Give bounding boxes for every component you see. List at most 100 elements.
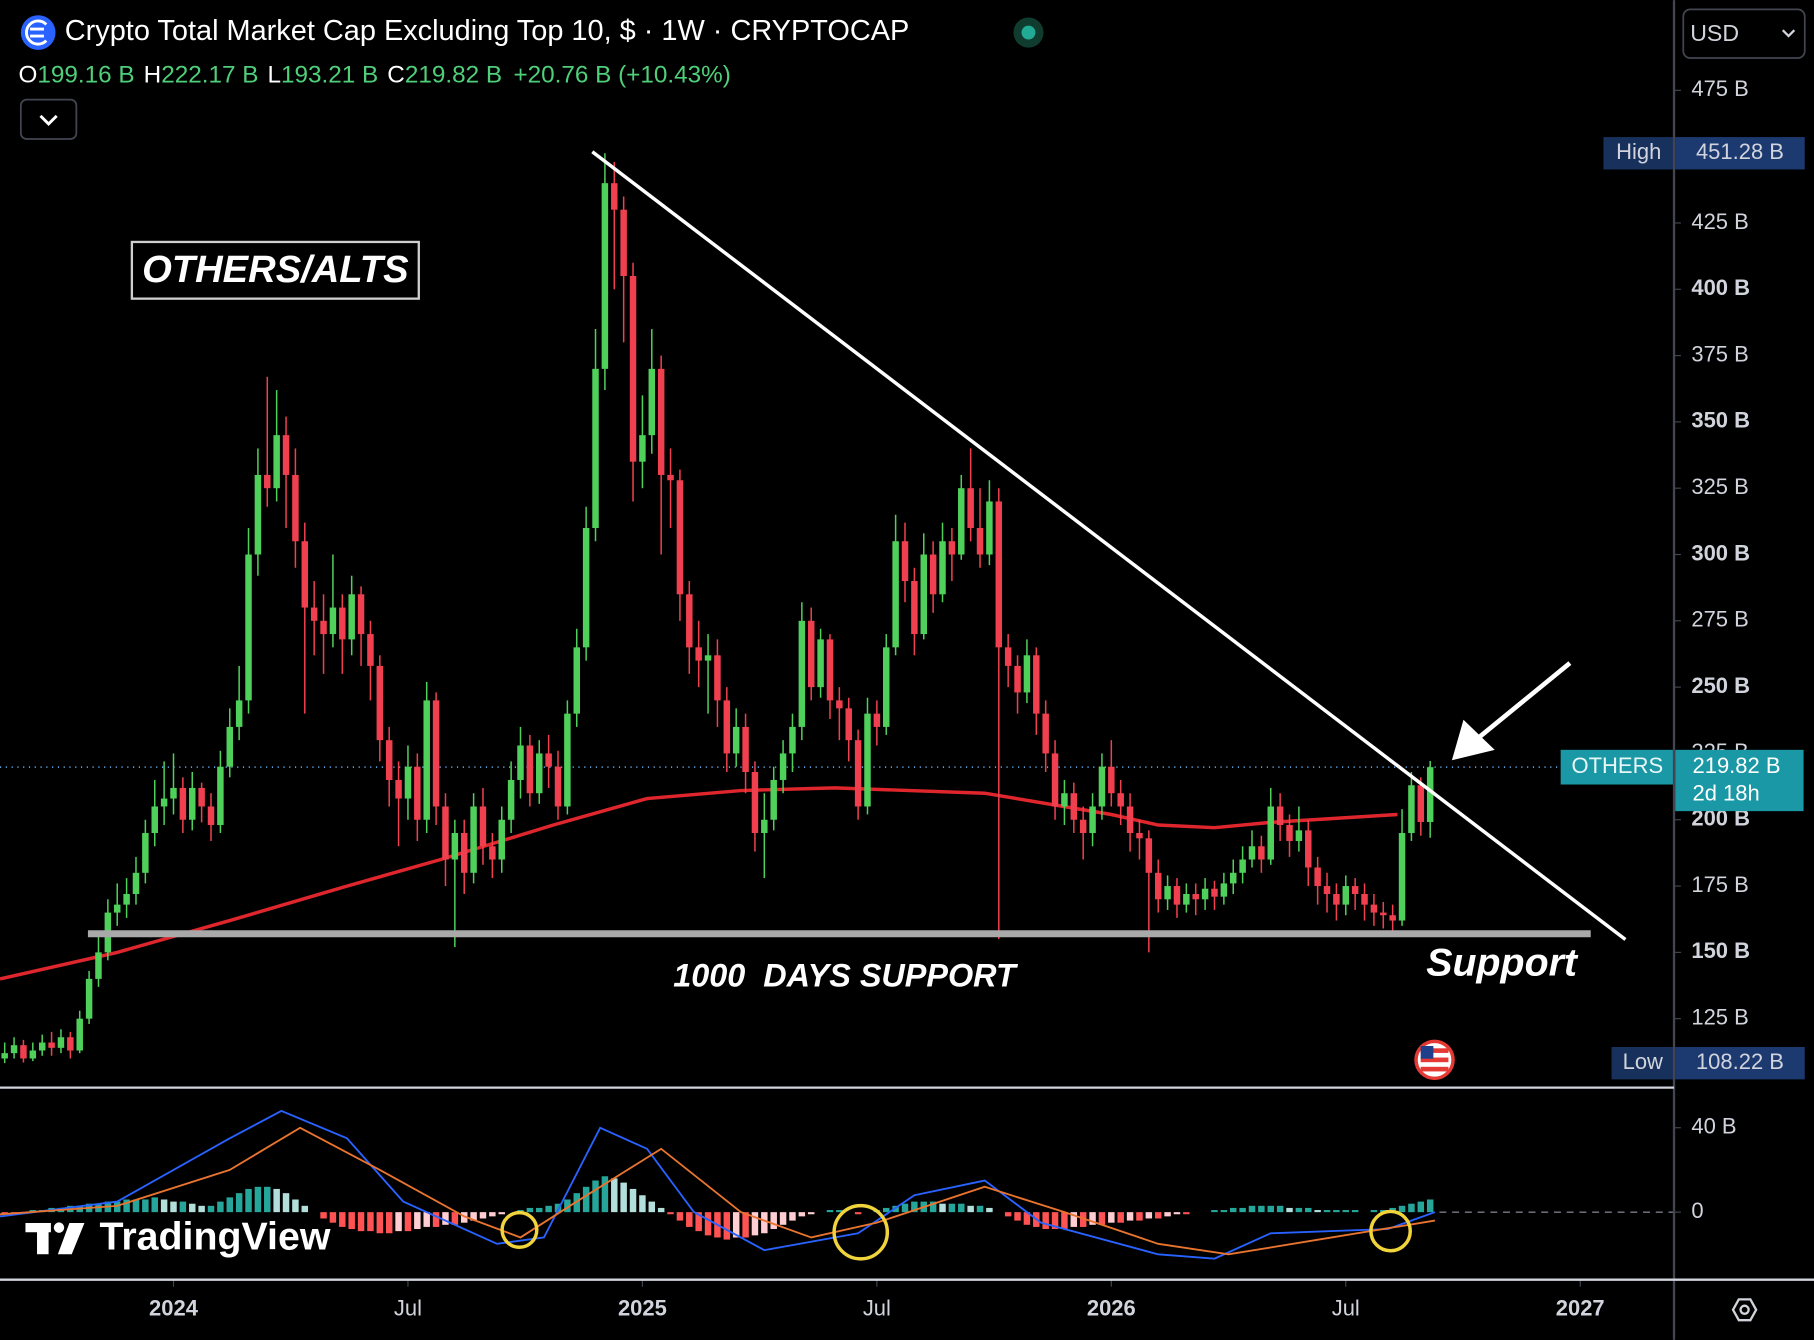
- macd-histogram-bar: [1295, 1207, 1303, 1213]
- macd-histogram-bar: [113, 1201, 121, 1213]
- last-label: OTHERS: [1572, 753, 1664, 778]
- y-tick-label: 175 B: [1691, 872, 1748, 897]
- candle-body: [179, 787, 187, 820]
- macd-histogram-bar: [1089, 1212, 1096, 1225]
- candle-body: [348, 594, 355, 640]
- macd-histogram-bar: [282, 1193, 290, 1213]
- ohlc-label: H: [144, 62, 162, 89]
- candle-body: [1267, 806, 1274, 860]
- ohlc-label: C: [387, 62, 405, 89]
- macd-histogram-bar: [1398, 1205, 1406, 1213]
- chart-title: Crypto Total Market Cap Excluding Top 10…: [65, 15, 910, 47]
- macd-histogram-bar: [732, 1212, 740, 1238]
- macd-histogram-bar: [1108, 1212, 1115, 1223]
- candle-body: [1014, 665, 1021, 693]
- highlight-circle: [500, 1210, 539, 1250]
- y-tick-label: 475 B: [1691, 76, 1748, 101]
- macd-histogram-bar: [1098, 1212, 1106, 1225]
- candle-body: [329, 607, 337, 635]
- macd-histogram-bar: [639, 1195, 646, 1213]
- candle-body: [620, 209, 627, 277]
- event-flag[interactable]: [1414, 1039, 1455, 1081]
- candle-body: [479, 806, 487, 847]
- annotation-label: OTHERS/ALTS: [142, 248, 409, 291]
- macd-histogram-bar: [657, 1207, 665, 1213]
- candle-body: [132, 872, 140, 895]
- change-value: +20.76 B: [513, 62, 611, 89]
- macd-histogram-bar: [1342, 1210, 1350, 1213]
- arrow-head: [1451, 719, 1495, 761]
- macd-histogram-bar: [1314, 1210, 1321, 1213]
- ohlc-label: O: [19, 62, 38, 89]
- currency-selector[interactable]: USD: [1682, 8, 1806, 59]
- macd-histogram-bar: [404, 1212, 412, 1232]
- macd-histogram-bar: [986, 1207, 993, 1213]
- macd-histogram-bar: [273, 1188, 280, 1213]
- collapse-button[interactable]: [19, 98, 78, 140]
- candle-body: [1220, 883, 1228, 897]
- candle-body: [817, 639, 824, 688]
- candle-body: [1408, 785, 1415, 834]
- macd-histogram-bar: [1351, 1210, 1359, 1213]
- candle-body: [789, 726, 796, 754]
- macd-histogram-bar: [751, 1212, 759, 1236]
- macd-histogram-bar: [1286, 1207, 1293, 1213]
- candle-body: [864, 713, 871, 807]
- last-value: 219.82 B: [1693, 753, 1781, 778]
- macd-histogram-bar: [301, 1205, 309, 1213]
- candle-body: [807, 620, 815, 688]
- macd-histogram-bar: [836, 1210, 843, 1213]
- macd-histogram-bar: [264, 1186, 271, 1213]
- candle-body: [920, 554, 927, 635]
- candle-body: [376, 665, 384, 741]
- label-box: [130, 240, 420, 300]
- candle-body: [217, 766, 224, 826]
- highlight-circle: [832, 1203, 890, 1261]
- candle-body: [1229, 872, 1237, 884]
- candle-body: [38, 1042, 46, 1051]
- macd-histogram-bar: [151, 1197, 158, 1213]
- currency-label: USD: [1690, 20, 1739, 46]
- macd-histogram-bar: [958, 1203, 965, 1213]
- macd-histogram-bar: [1426, 1199, 1434, 1213]
- candle-body: [545, 753, 552, 767]
- macd-histogram-bar: [723, 1212, 731, 1240]
- signal-line: [0, 1126, 1436, 1256]
- macd-histogram-bar: [1239, 1207, 1246, 1213]
- macd-histogram-bar: [1408, 1203, 1415, 1213]
- candle-body: [1323, 886, 1331, 895]
- candle-body: [113, 904, 121, 913]
- candle-body: [582, 527, 590, 648]
- candle-body: [1023, 655, 1031, 693]
- macd-histogram-bar: [742, 1212, 749, 1238]
- candle-body: [1136, 833, 1143, 839]
- macd-histogram-bar: [1220, 1210, 1228, 1213]
- x-tick-label: 2026: [1087, 1296, 1136, 1321]
- x-tick-label: Jul: [1332, 1296, 1360, 1321]
- macd-histogram-bar: [1323, 1210, 1331, 1213]
- candle-body: [704, 655, 712, 661]
- candle-body: [958, 488, 965, 555]
- candle-body: [1248, 846, 1256, 860]
- y-tick-label: 300 B: [1691, 540, 1750, 565]
- candle-body: [245, 554, 252, 701]
- settings-button[interactable]: [1731, 1298, 1758, 1322]
- candle-body: [1295, 830, 1303, 841]
- candle-body: [1183, 894, 1190, 905]
- macd-histogram-bar: [1229, 1207, 1237, 1213]
- macd-histogram-bar: [1079, 1212, 1087, 1227]
- macd-histogram-bar: [170, 1201, 177, 1213]
- macd-histogram-bar: [189, 1203, 196, 1213]
- macd-histogram-bar: [207, 1205, 215, 1213]
- macd-histogram-bar: [385, 1212, 393, 1234]
- macd-histogram-bar: [320, 1212, 327, 1219]
- macd-histogram-bar: [1370, 1210, 1378, 1213]
- main-pane: [0, 153, 1675, 1064]
- candle-body: [1004, 647, 1012, 666]
- macd-histogram-bar: [976, 1205, 984, 1213]
- macd-histogram-bar: [245, 1188, 252, 1213]
- macd-histogram-bar: [254, 1186, 262, 1213]
- candle-body: [198, 787, 205, 807]
